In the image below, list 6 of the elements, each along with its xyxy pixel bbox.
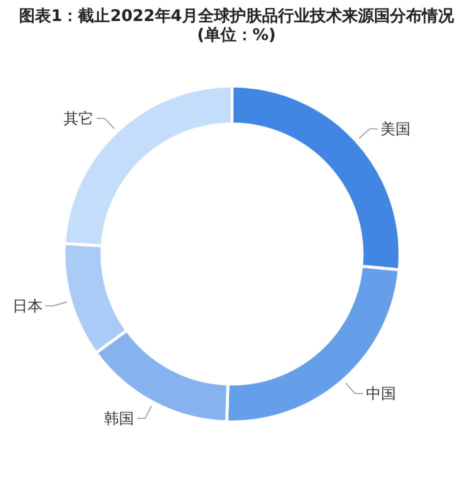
slice-label: 日本 [12,296,42,315]
slice-label: 美国 [380,120,411,138]
slice-label: 韩国 [104,409,134,428]
slice-label: 其它 [64,109,94,128]
slice-label: 中国 [366,384,396,403]
chart-title: 图表1：截止2022年4月全球护肤品行业技术来源国分布情况(单位：%) [18,6,455,44]
